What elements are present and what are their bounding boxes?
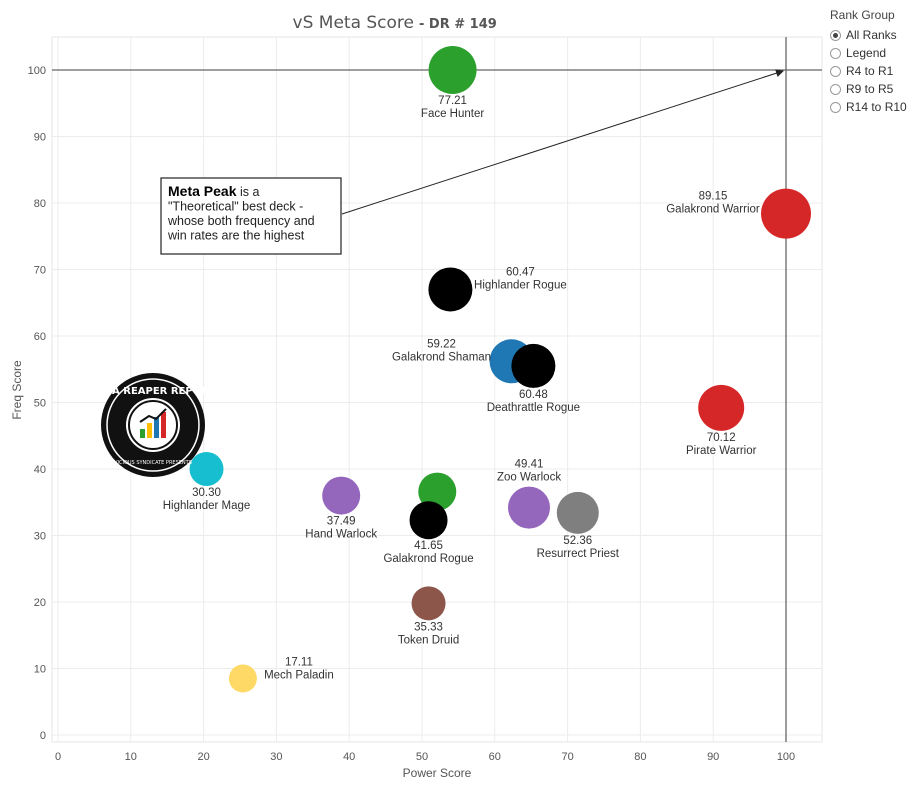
x-tick-label: 60 (489, 751, 501, 763)
x-axis-label: Power Score (403, 766, 472, 780)
y-tick-label: 40 (34, 464, 46, 476)
meta-peak-arrow (341, 69, 784, 215)
radio-icon[interactable] (830, 83, 841, 95)
point-score-label: 60.48 (519, 389, 548, 401)
chart-subtitle: - DR # 149 (419, 17, 497, 32)
point-score-label: 89.15 (699, 191, 728, 203)
point-score-label: 59.22 (427, 338, 456, 350)
point-score-label: 41.65 (414, 540, 443, 552)
x-tick-label: 40 (343, 751, 355, 763)
point-name-label: Face Hunter (421, 108, 484, 120)
data-point (418, 472, 457, 511)
rank-option-4[interactable]: R14 to R10 (830, 98, 907, 116)
x-tick-label: 100 (777, 751, 795, 763)
radio-icon[interactable] (830, 29, 841, 41)
x-tick-label: 90 (707, 751, 719, 763)
meta-peak-box (160, 177, 342, 255)
point-name-label: Resurrect Priest (537, 548, 620, 560)
y-tick-label: 10 (34, 664, 46, 676)
point-score-label: 35.33 (414, 621, 443, 633)
point-name-label: Highlander Mage (163, 500, 251, 512)
point-name-label: Hand Warlock (305, 529, 377, 541)
point-name-label: Deathrattle Rogue (487, 402, 580, 414)
data-point (556, 491, 599, 534)
x-tick-label: 0 (55, 751, 61, 763)
x-tick-label: 50 (416, 751, 428, 763)
point-name-label: Token Druid (398, 634, 459, 646)
point-score-label: 17.11 (285, 656, 313, 668)
data-point (409, 501, 448, 540)
y-tick-label: 50 (34, 398, 46, 410)
rank-option-label: R4 to R1 (846, 64, 894, 78)
meta-peak-line-3: whose both frequency and (167, 214, 315, 228)
rank-option-3[interactable]: R9 to R5 (830, 80, 907, 98)
radio-icon[interactable] (830, 65, 841, 77)
y-tick-label: 70 (34, 265, 46, 277)
point-name-label: Galakrond Rogue (383, 553, 473, 565)
rank-option-0[interactable]: All Ranks (830, 26, 907, 44)
data-point (428, 46, 477, 94)
data-point (189, 452, 224, 486)
rank-option-label: Legend (846, 46, 887, 60)
svg-text:DATA REAPER REPORT: DATA REAPER REPORT (100, 386, 206, 397)
meta-peak-annotation: Meta Peak is a"Theoretical" best deck -w… (160, 69, 784, 255)
point-name-label: Pirate Warrior (686, 445, 757, 457)
point-score-label: 30.30 (192, 487, 221, 499)
y-tick-label: 60 (34, 331, 46, 343)
x-tick-label: 10 (125, 751, 137, 763)
point-name-label: Highlander Rogue (474, 279, 567, 291)
point-score-label: 70.12 (707, 432, 736, 444)
x-tick-label: 70 (561, 751, 573, 763)
point-name-label: Galakrond Shaman (392, 351, 491, 363)
data-point (411, 586, 446, 621)
radio-icon[interactable] (830, 47, 841, 59)
y-tick-label: 80 (34, 198, 46, 210)
point-score-label: 52.36 (563, 535, 592, 547)
meta-peak-line-1: Meta Peak is a (168, 183, 259, 199)
plot-frame (51, 36, 823, 743)
x-tick-label: 30 (270, 751, 282, 763)
point-name-label: Mech Paladin (264, 669, 334, 681)
y-tick-label: 0 (40, 730, 46, 742)
point-score-label: 49.41 (515, 459, 544, 471)
y-tick-label: 20 (34, 597, 46, 609)
y-tick-label: 90 (34, 132, 46, 144)
rank-option-label: All Ranks (846, 28, 897, 42)
radio-icon[interactable] (830, 101, 841, 113)
y-tick-label: 30 (34, 531, 46, 543)
grid (51, 36, 823, 743)
chart-title: vS Meta Score (293, 13, 414, 33)
y-axis-label: Freq Score (10, 360, 24, 420)
point-name-label: Galakrond Warrior (666, 204, 760, 216)
y-tick-label: 100 (28, 65, 46, 77)
svg-text:VICIOUS SYNDICATE PRESENTS: VICIOUS SYNDICATE PRESENTS (114, 460, 192, 466)
point-name-label: Zoo Warlock (497, 472, 561, 484)
x-tick-label: 20 (197, 751, 209, 763)
rank-option-1[interactable]: Legend (830, 44, 907, 62)
data-point (228, 664, 257, 693)
data-point (428, 267, 473, 312)
data-reaper-logo: DATA REAPER REPORT VICIOUS SYNDICATE PRE… (100, 373, 206, 477)
rank-option-label: R9 to R5 (846, 82, 894, 96)
meta-peak-line-2: "Theoretical" best deck - (168, 200, 303, 214)
legend-title: Rank Group (830, 8, 895, 22)
data-point (511, 343, 556, 388)
axis-ticks: 0 10 20 30 40 50 60 70 80 90 100 0 10 20 30 40 50 60 70 80 9… (28, 65, 796, 763)
x-tick-label: 80 (634, 751, 646, 763)
data-point (761, 188, 811, 239)
data-point (698, 384, 745, 431)
point-score-label: 37.49 (327, 516, 356, 528)
data-point (322, 476, 361, 515)
point-score-label: 60.47 (506, 266, 535, 278)
rank-group-legend: Rank Group All Ranks Legend R4 to R1 R9 to … (830, 8, 907, 116)
rank-option-2[interactable]: R4 to R1 (830, 62, 907, 80)
rank-option-label: R14 to R10 (846, 100, 907, 114)
meta-peak-line-4: win rates are the highest (167, 229, 305, 243)
point-score-label: 77.21 (438, 95, 467, 107)
data-point (508, 486, 551, 529)
